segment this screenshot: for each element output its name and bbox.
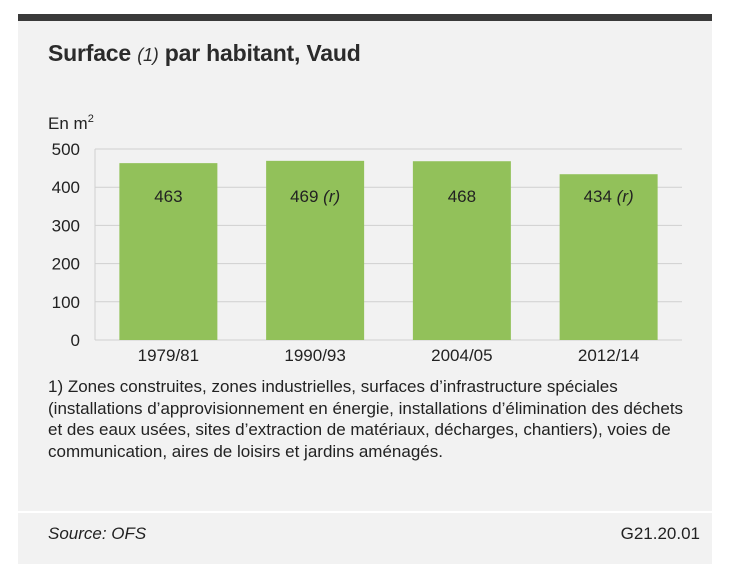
- bar-value-label: 468: [448, 187, 476, 206]
- footer-panel: [18, 511, 712, 564]
- title-rest: par habitant, Vaud: [164, 40, 361, 66]
- value-number: 469: [290, 187, 318, 206]
- footnote: 1) Zones construites, zones industrielle…: [48, 377, 684, 461]
- bar: [559, 174, 658, 340]
- y-tick-label: 100: [52, 293, 80, 312]
- x-tick-label: 2004/05: [431, 346, 492, 365]
- title-footnote-ref: (1): [137, 45, 159, 65]
- source-label: Source: OFS: [48, 524, 147, 543]
- chart-code: G21.20.01: [620, 524, 700, 543]
- bars: 463 469 (r) 468 434 (r): [119, 160, 658, 340]
- y-axis-unit-label: En m2: [48, 113, 94, 134]
- title-main: Surface: [48, 40, 131, 66]
- bar: [412, 161, 511, 340]
- unit-exponent: 2: [87, 113, 94, 125]
- bar: [119, 163, 218, 340]
- y-tick-label: 200: [52, 255, 80, 274]
- x-tick-label: 1990/93: [284, 346, 345, 365]
- bar-value-label: 469 (r): [290, 187, 340, 206]
- revised-flag: (r): [318, 187, 340, 206]
- y-tick-label: 500: [52, 140, 80, 159]
- bar-value-label: 463: [154, 187, 182, 206]
- value-number: 434: [584, 187, 612, 206]
- y-tick-label: 0: [71, 331, 80, 350]
- unit-text: En m: [48, 114, 88, 133]
- top-rule: [18, 14, 712, 21]
- revised-flag: (r): [612, 187, 634, 206]
- bar: [266, 160, 365, 340]
- y-tick-labels: 0 100 200 300 400 500: [52, 140, 80, 350]
- x-tick-label: 1979/81: [138, 346, 199, 365]
- bar-value-label: 434 (r): [584, 187, 634, 206]
- y-tick-label: 400: [52, 178, 80, 197]
- x-tick-labels: 1979/81 1990/93 2004/05 2012/14: [138, 346, 640, 365]
- value-number: 463: [154, 187, 182, 206]
- chart-title: Surface (1) par habitant, Vaud: [48, 40, 361, 67]
- x-tick-label: 2012/14: [578, 346, 639, 365]
- y-tick-label: 300: [52, 216, 80, 235]
- value-number: 468: [448, 187, 476, 206]
